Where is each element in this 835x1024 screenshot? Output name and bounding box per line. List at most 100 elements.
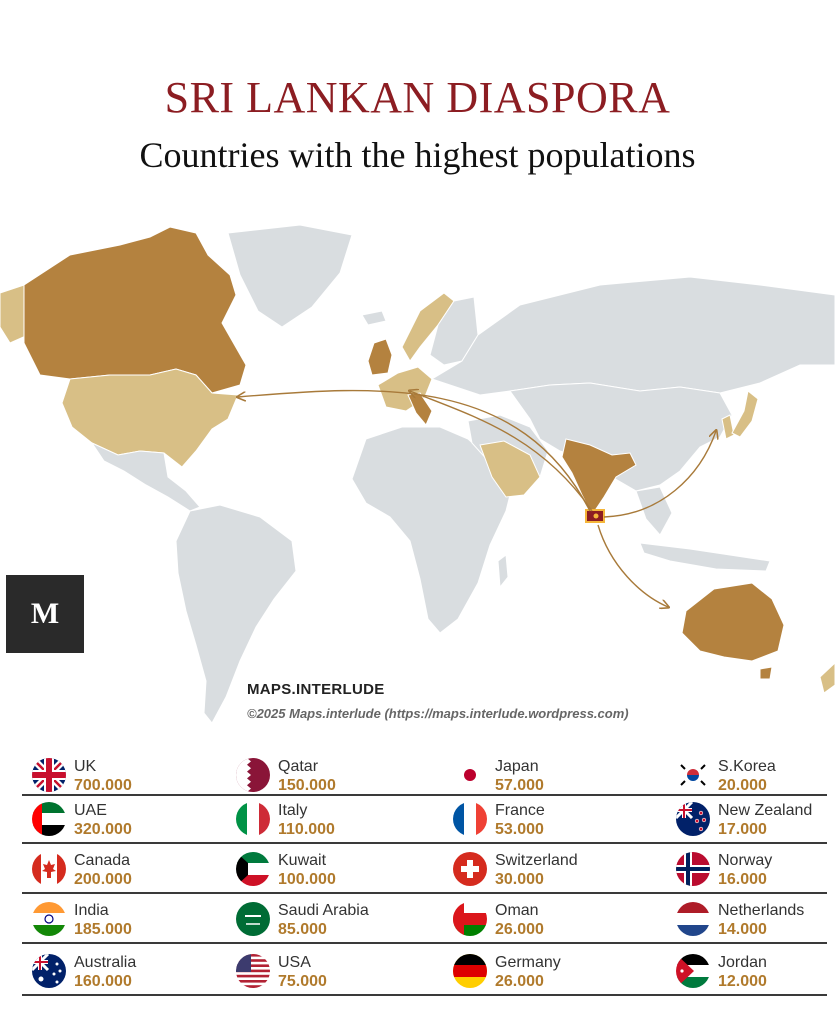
germany-flag-icon	[453, 954, 487, 988]
australia-flag-icon	[32, 954, 66, 988]
population-value: 185.000	[74, 921, 132, 938]
legend-entry: Kuwait 100.000	[236, 848, 446, 892]
population-value: 200.000	[74, 871, 132, 888]
country-name: USA	[278, 954, 311, 971]
legend-entry: Canada 200.000	[32, 848, 242, 892]
maps-interlude-logo: M	[6, 575, 84, 653]
legend-entry: Italy 110.000	[236, 798, 446, 842]
legend-entry: Germany 26.000	[453, 950, 663, 994]
russia-eastern-europe-shape	[430, 276, 835, 396]
country-name: Kuwait	[278, 852, 327, 869]
population-value: 20.000	[718, 777, 767, 794]
legend-entry: Australia 160.000	[32, 950, 242, 994]
country-name: Oman	[495, 902, 539, 919]
indonesia-shape	[639, 542, 771, 572]
legend-entry: Saudi Arabia 85.000	[236, 898, 446, 942]
population-value: 17.000	[718, 821, 767, 838]
saudi-arabia-flag-icon	[236, 902, 270, 936]
country-name: Japan	[495, 758, 539, 775]
country-name: Netherlands	[718, 902, 805, 919]
country-name: S.Korea	[718, 758, 776, 775]
mexico-central-america-shape	[90, 441, 201, 512]
country-name: Switzerland	[495, 852, 578, 869]
jordan-flag-icon	[676, 954, 710, 988]
legend-entry: Jordan 12.000	[676, 950, 835, 994]
usa-flag-icon	[236, 954, 270, 988]
france-flag-icon	[453, 802, 487, 836]
legend-entry: UAE 320.000	[32, 798, 242, 842]
iceland-shape	[361, 310, 387, 326]
legend-entry: S.Korea 20.000	[676, 754, 835, 798]
population-value: 26.000	[495, 973, 544, 990]
netherlands-flag-icon	[676, 902, 710, 936]
legend-row-divider	[22, 942, 827, 944]
arrow-to-japan	[603, 431, 716, 518]
population-value: 110.000	[278, 821, 335, 838]
legend-entry: France 53.000	[453, 798, 663, 842]
asia-shape	[509, 382, 733, 492]
population-value: 100.000	[278, 871, 336, 888]
alaska-shape	[0, 284, 29, 344]
population-value: 700.000	[74, 777, 132, 794]
population-value: 75.000	[278, 973, 327, 990]
country-name: Canada	[74, 852, 131, 869]
madagascar-shape	[497, 554, 509, 589]
uk-shape	[367, 338, 393, 376]
uk-flag-icon	[32, 758, 66, 792]
country-name: Italy	[278, 802, 308, 819]
australia-shape	[681, 582, 785, 662]
legend-row-divider	[22, 892, 827, 894]
population-value: 150.000	[278, 777, 336, 794]
country-name: Qatar	[278, 758, 319, 775]
italy-flag-icon	[236, 802, 270, 836]
copyright-notice: ©2025 Maps.interlude (https://maps.inter…	[247, 706, 629, 721]
japan-flag-icon	[453, 758, 487, 792]
legend-row-divider	[22, 842, 827, 844]
population-value: 53.000	[495, 821, 544, 838]
new-zealand-flag-icon	[676, 802, 710, 836]
population-value: 16.000	[718, 871, 767, 888]
logo-letter: M	[30, 597, 60, 630]
korea-shape	[721, 414, 735, 440]
kuwait-flag-icon	[236, 852, 270, 886]
population-value: 160.000	[74, 973, 132, 990]
legend-entry: Norway 16.000	[676, 848, 835, 892]
switzerland-flag-icon	[453, 852, 487, 886]
qatar-flag-icon	[236, 758, 270, 792]
population-value: 26.000	[495, 921, 544, 938]
map-title: SRI LANKAN DIASPORA	[164, 73, 671, 122]
sri-lanka-lion-icon	[593, 513, 599, 519]
south-america-shape	[175, 504, 297, 724]
canada-shape	[23, 226, 247, 394]
country-name: UAE	[74, 802, 107, 819]
country-name: Jordan	[718, 954, 767, 971]
brand-name: MAPS.INTERLUDE	[247, 681, 385, 698]
legend-entry: New Zealand 17.000	[676, 798, 835, 842]
legend-entry: India 185.000	[32, 898, 242, 942]
norway-flag-icon	[676, 852, 710, 886]
country-name: India	[74, 902, 109, 919]
population-value: 30.000	[495, 871, 544, 888]
south-korea-flag-icon	[676, 758, 710, 792]
greenland-shape	[227, 224, 353, 328]
population-value: 57.000	[495, 777, 544, 794]
population-value: 85.000	[278, 921, 327, 938]
arrow-to-canada	[238, 389, 591, 512]
country-name: Norway	[718, 852, 773, 869]
arrow-to-europe	[410, 391, 593, 512]
india-shape	[561, 438, 637, 516]
country-legend: UK 700.000 UAE 320.000 Canada 200.000 India 185…	[0, 748, 835, 1010]
arabian-peninsula-shape	[479, 440, 541, 498]
world-map	[0, 224, 835, 724]
uae-flag-icon	[32, 802, 66, 836]
country-name: France	[495, 802, 545, 819]
country-name: Australia	[74, 954, 137, 971]
country-name: Germany	[495, 954, 561, 971]
southeast-asia-shape	[635, 486, 673, 536]
legend-entry: Netherlands 14.000	[676, 898, 835, 942]
population-value: 12.000	[718, 973, 767, 990]
legend-entry: Oman 26.000	[453, 898, 663, 942]
population-value: 14.000	[718, 921, 767, 938]
legend-entry: UK 700.000	[32, 754, 242, 798]
new-zealand-shape	[819, 662, 835, 694]
